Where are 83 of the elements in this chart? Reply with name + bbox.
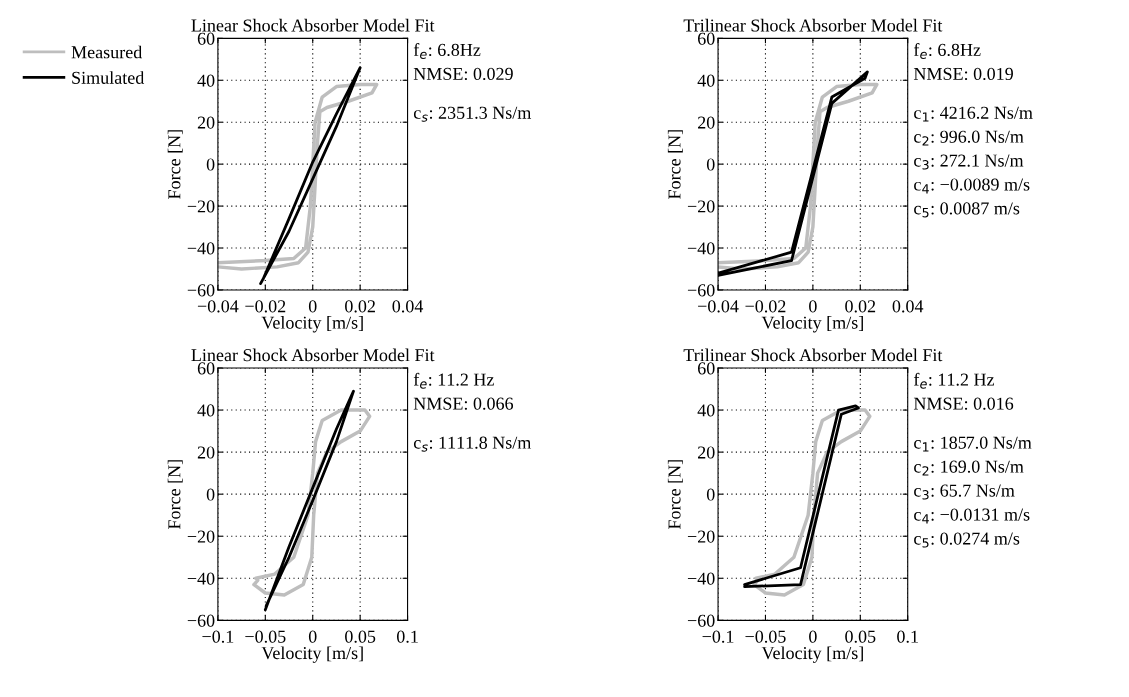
x-tick-label: −0.02 xyxy=(245,300,286,313)
y-tick-label: −40 xyxy=(687,572,715,585)
text: f$_{e}$: 6.8Hz xyxy=(913,43,981,59)
y-tick-label: −60 xyxy=(187,614,215,627)
x-axis-title: Velocity [m/s] xyxy=(761,646,863,663)
text: f$_{e}$: 11.2 Hz xyxy=(913,372,995,389)
x-tick-label: 0.1 xyxy=(396,630,418,643)
text: c$_{3}$: 272.1 Ns/m xyxy=(914,154,1024,170)
text: c$_{3}$: 65.7 Ns/m xyxy=(914,484,1015,500)
text: c$_{s}$: 1111.8 Ns/m xyxy=(413,436,532,452)
chart-title: Linear Shock Absorber Model Fit xyxy=(191,348,435,362)
x-tick-label: 0 xyxy=(809,300,817,313)
x-axis-title: Velocity [m/s] xyxy=(761,316,863,333)
text: c$_{5}$: 0.0274 m/s xyxy=(914,532,1020,548)
x-tick-label: 0.02 xyxy=(845,300,876,313)
y-tick-label: 20 xyxy=(698,446,715,459)
y-axis-title: Force [N] xyxy=(667,460,683,529)
y-tick-label: 20 xyxy=(197,446,215,459)
x-tick-label: 0.05 xyxy=(845,630,876,643)
legend-label: Simulated xyxy=(72,71,145,84)
text: NMSE: 0.066 xyxy=(413,397,514,410)
x-tick-label: −0.05 xyxy=(245,630,286,643)
y-axis-title: Force [N] xyxy=(667,130,683,199)
text: NMSE: 0.029 xyxy=(413,67,513,81)
x-tick-label: −0.02 xyxy=(745,300,786,313)
chart-title: Trilinear Shock Absorber Model Fit xyxy=(683,348,943,362)
text: c$_{4}$: −0.0089 m/s xyxy=(914,178,1030,194)
y-tick-label: 40 xyxy=(197,74,215,87)
text: NMSE: 0.019 xyxy=(913,67,1013,81)
x-tick-label: −0.05 xyxy=(745,630,786,643)
y-tick-label: −40 xyxy=(687,242,715,255)
y-tick-label: 0 xyxy=(706,488,715,501)
x-tick-label: 0 xyxy=(308,630,317,643)
legend-label: Measured xyxy=(71,45,143,59)
y-tick-label: 0 xyxy=(206,488,215,501)
y-tick-label: 0 xyxy=(706,158,715,171)
y-tick-label: −60 xyxy=(687,614,715,627)
text: c$_{5}$: 0.0087 m/s xyxy=(914,202,1020,218)
y-tick-label: −60 xyxy=(687,284,715,297)
y-tick-label: 60 xyxy=(697,32,715,45)
text: c$_{s}$: 2351.3 Ns/m xyxy=(413,106,532,122)
x-tick-label: −0.04 xyxy=(197,300,239,313)
x-tick-label: −0.1 xyxy=(702,630,734,643)
y-tick-label: 60 xyxy=(697,362,715,375)
text: NMSE: 0.016 xyxy=(913,397,1014,410)
y-tick-label: −20 xyxy=(187,530,215,543)
chart-title: Linear Shock Absorber Model Fit xyxy=(191,18,435,32)
y-axis-title: Force [N] xyxy=(167,130,183,199)
text: c$_{1}$: 1857.0 Ns/m xyxy=(914,436,1032,452)
x-tick-label: 0 xyxy=(809,630,817,643)
text: f$_{e}$: 11.2 Hz xyxy=(413,372,494,389)
y-tick-label: −40 xyxy=(187,572,215,585)
y-tick-label: 60 xyxy=(197,362,215,375)
x-axis-title: Velocity [m/s] xyxy=(261,646,363,663)
y-tick-label: 60 xyxy=(197,32,215,45)
y-tick-label: −40 xyxy=(187,242,215,255)
y-tick-label: −20 xyxy=(687,200,715,213)
text: c$_{2}$: 169.0 Ns/m xyxy=(914,460,1024,476)
chart-title: Trilinear Shock Absorber Model Fit xyxy=(683,18,943,32)
text: c$_{2}$: 996.0 Ns/m xyxy=(914,130,1024,146)
y-tick-label: 40 xyxy=(697,404,715,417)
text: c$_{4}$: −0.0131 m/s xyxy=(914,508,1030,524)
y-tick-label: −20 xyxy=(687,530,715,543)
x-tick-label: 0 xyxy=(308,300,317,313)
x-tick-label: 0.05 xyxy=(345,630,376,643)
x-tick-label: 0.02 xyxy=(345,300,375,313)
y-tick-label: 40 xyxy=(697,74,715,87)
y-tick-label: −60 xyxy=(187,284,215,297)
y-tick-label: 0 xyxy=(206,158,215,171)
y-tick-label: 40 xyxy=(197,404,215,417)
x-axis-title: Velocity [m/s] xyxy=(261,316,363,333)
y-tick-label: 20 xyxy=(698,116,715,129)
text: c$_{1}$: 4216.2 Ns/m xyxy=(914,106,1033,122)
x-tick-label: 0.04 xyxy=(392,300,424,313)
x-tick-label: 0.04 xyxy=(892,300,924,313)
text: f$_{e}$: 6.8Hz xyxy=(413,43,481,59)
line-series xyxy=(217,82,379,271)
x-tick-label: 0.1 xyxy=(897,630,918,643)
x-tick-label: −0.04 xyxy=(698,300,739,313)
y-tick-label: −20 xyxy=(187,200,215,213)
x-tick-label: −0.1 xyxy=(202,630,234,643)
y-tick-label: 20 xyxy=(197,116,215,129)
y-axis-title: Force [N] xyxy=(167,460,183,529)
